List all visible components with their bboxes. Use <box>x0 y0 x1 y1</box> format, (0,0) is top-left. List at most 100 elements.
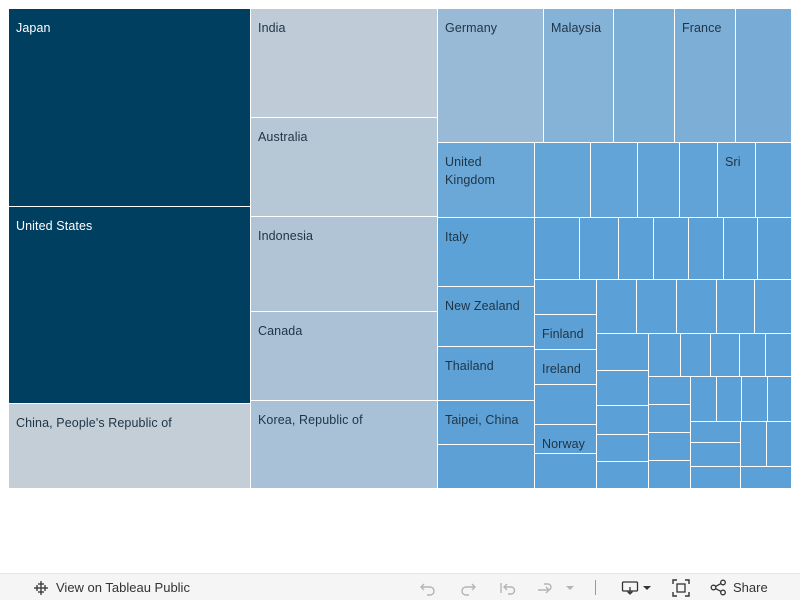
tile-label: United Kingdom <box>445 155 496 187</box>
tile-unlabeled[interactable] <box>591 143 638 218</box>
tile-united-states[interactable]: United States <box>9 207 251 404</box>
tile-thailand[interactable]: Thailand <box>438 347 535 401</box>
tile-norway[interactable]: Norway <box>535 425 597 454</box>
tile-united-kingdom[interactable]: United Kingdom <box>438 143 535 218</box>
share-label: Share <box>733 580 768 595</box>
tile-unlabeled[interactable] <box>637 280 677 334</box>
refresh-dropdown-button[interactable] <box>565 574 575 601</box>
tile-unlabeled[interactable] <box>680 143 718 218</box>
tile-label: France <box>682 21 722 35</box>
tile-unlabeled[interactable] <box>535 280 597 315</box>
tile-unlabeled[interactable] <box>535 454 597 489</box>
tile-unlabeled[interactable] <box>755 280 792 334</box>
tile-label: United States <box>16 219 93 233</box>
tile-unlabeled[interactable] <box>758 218 792 280</box>
share-button[interactable]: Share <box>710 574 768 601</box>
tile-unlabeled[interactable] <box>619 218 654 280</box>
refresh-button[interactable] <box>536 574 554 601</box>
tile-australia[interactable]: Australia <box>251 118 438 217</box>
tile-unlabeled[interactable] <box>597 435 649 462</box>
tile-unlabeled[interactable] <box>756 143 792 218</box>
tile-unlabeled[interactable] <box>677 280 717 334</box>
tile-japan[interactable]: Japan <box>9 9 251 207</box>
tile-unlabeled[interactable] <box>766 334 792 377</box>
tile-unlabeled[interactable] <box>689 218 724 280</box>
tableau-logo-icon <box>33 580 49 596</box>
tile-unlabeled[interactable] <box>535 218 580 280</box>
undo-button[interactable] <box>419 574 437 601</box>
revert-button[interactable] <box>499 574 517 601</box>
fullscreen-button[interactable] <box>672 574 690 601</box>
tile-unlabeled[interactable] <box>638 143 680 218</box>
tile-france[interactable]: France <box>675 9 736 143</box>
tile-unlabeled[interactable] <box>741 422 767 467</box>
tile-unlabeled[interactable] <box>649 433 691 461</box>
download-button[interactable] <box>621 574 652 601</box>
tile-unlabeled[interactable] <box>691 443 741 467</box>
tile-label: Finland <box>542 327 584 341</box>
tile-unlabeled[interactable] <box>691 467 741 489</box>
tile-unlabeled[interactable] <box>614 9 675 143</box>
tile-unlabeled[interactable] <box>717 280 755 334</box>
tile-unlabeled[interactable] <box>597 462 649 489</box>
tile-unlabeled[interactable] <box>742 377 768 422</box>
tile-label: Australia <box>258 130 308 144</box>
tile-unlabeled[interactable] <box>649 334 681 377</box>
refresh-icon <box>538 582 552 593</box>
tile-unlabeled[interactable] <box>691 377 717 422</box>
tile-sri[interactable]: Sri <box>718 143 756 218</box>
fullscreen-icon <box>672 578 690 597</box>
tile-label: Canada <box>258 324 303 338</box>
redo-button[interactable] <box>459 574 477 601</box>
tile-label: Ireland <box>542 362 581 376</box>
tile-korea-republic-of[interactable]: Korea, Republic of <box>251 401 438 489</box>
tile-unlabeled[interactable] <box>740 334 766 377</box>
tableau-toolbar: View on Tableau Public <box>0 573 800 600</box>
tile-finland[interactable]: Finland <box>535 315 597 350</box>
tile-label: Thailand <box>445 359 494 373</box>
tile-label: China, People's Republic of <box>16 416 172 430</box>
tile-unlabeled[interactable] <box>597 280 637 334</box>
tile-unlabeled[interactable] <box>691 422 741 443</box>
tile-unlabeled[interactable] <box>767 422 792 467</box>
tile-unlabeled[interactable] <box>597 406 649 435</box>
tile-label: Indonesia <box>258 229 314 243</box>
view-on-tableau-button[interactable]: View on Tableau Public <box>33 574 190 601</box>
tile-label: India <box>258 21 286 35</box>
tile-taipei-china[interactable]: Taipei, China <box>438 401 535 445</box>
tile-unlabeled[interactable] <box>649 405 691 433</box>
tile-china-people-s-republic-of[interactable]: China, People's Republic of <box>9 404 251 489</box>
tile-italy[interactable]: Italy <box>438 218 535 287</box>
tile-unlabeled[interactable] <box>681 334 711 377</box>
tile-unlabeled[interactable] <box>736 9 792 143</box>
tile-label: Sri <box>725 155 741 169</box>
tile-new-zealand[interactable]: New Zealand <box>438 287 535 347</box>
tile-unlabeled[interactable] <box>649 377 691 405</box>
tile-unlabeled[interactable] <box>438 445 535 489</box>
tile-label: Malaysia <box>551 21 602 35</box>
treemap-chart[interactable]: Japan United States China, People's Republ… <box>9 9 792 489</box>
view-on-tableau-label: View on Tableau Public <box>56 580 190 595</box>
tile-unlabeled[interactable] <box>724 218 758 280</box>
tile-unlabeled[interactable] <box>654 218 689 280</box>
tile-germany[interactable]: Germany <box>438 9 544 143</box>
revert-icon <box>500 582 516 595</box>
tile-canada[interactable]: Canada <box>251 312 438 401</box>
tile-india[interactable]: India <box>251 9 438 118</box>
tile-ireland[interactable]: Ireland <box>535 350 597 385</box>
tile-label: Norway <box>542 437 585 451</box>
tile-unlabeled[interactable] <box>741 467 792 489</box>
tile-unlabeled[interactable] <box>768 377 792 422</box>
caret-down-icon <box>566 585 574 590</box>
tile-malaysia[interactable]: Malaysia <box>544 9 614 143</box>
tile-unlabeled[interactable] <box>597 371 649 406</box>
tile-unlabeled[interactable] <box>597 334 649 371</box>
tile-label: Korea, Republic of <box>258 413 363 427</box>
tile-unlabeled[interactable] <box>535 385 597 425</box>
tile-unlabeled[interactable] <box>711 334 740 377</box>
tile-unlabeled[interactable] <box>649 461 691 489</box>
tile-unlabeled[interactable] <box>580 218 619 280</box>
tile-unlabeled[interactable] <box>535 143 591 218</box>
tile-unlabeled[interactable] <box>717 377 742 422</box>
tile-indonesia[interactable]: Indonesia <box>251 217 438 312</box>
